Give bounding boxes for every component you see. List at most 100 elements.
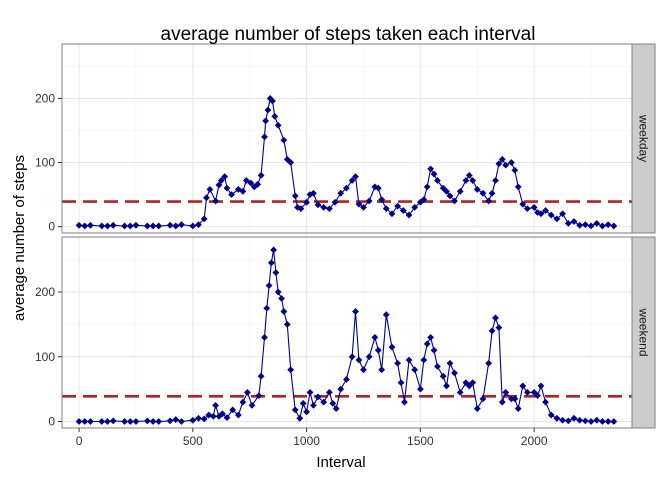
data-point-weekday [564, 219, 572, 227]
data-point-weekend [446, 359, 454, 367]
data-point-weekend [416, 385, 424, 393]
data-point-weekday [498, 155, 506, 163]
data-point-weekend [278, 295, 285, 302]
data-point-weekday [604, 221, 612, 229]
data-point-weekday [378, 196, 386, 204]
data-point-weekday [473, 186, 481, 193]
data-point-weekday [331, 198, 339, 206]
data-point-weekday [581, 221, 589, 229]
data-point-weekend [149, 418, 157, 425]
facet-strip-label: weekday [637, 114, 651, 162]
data-point-weekend [423, 340, 431, 348]
data-point-weekday [451, 197, 458, 205]
data-point-weekend [542, 398, 549, 406]
data-point-weekend [473, 405, 481, 412]
data-point-weekday [166, 221, 174, 229]
data-point-weekend [270, 246, 278, 254]
y-tick-label: 0 [48, 415, 55, 429]
data-point-weekend [593, 416, 601, 424]
x-tick-label: 1000 [293, 434, 320, 448]
data-point-weekday [469, 177, 477, 184]
data-point-weekend [219, 410, 226, 418]
data-point-weekday [514, 183, 522, 191]
data-point-weekday [132, 221, 140, 229]
data-point-weekday [81, 222, 89, 230]
data-point-weekend [104, 418, 111, 425]
data-point-weekday [314, 201, 322, 209]
data-point-weekend [570, 414, 578, 422]
data-point-weekday [537, 210, 545, 218]
data-point-weekend [511, 395, 519, 403]
data-point-weekday [465, 171, 473, 179]
data-point-weekend [306, 388, 314, 396]
data-point-weekday [126, 222, 134, 230]
data-point-weekday [576, 221, 584, 229]
data-point-weekend [374, 346, 382, 354]
data-point-weekend [200, 415, 208, 423]
x-axis-label: Interval [316, 454, 365, 471]
data-point-weekend [456, 388, 464, 396]
data-point-weekday [223, 184, 231, 192]
data-point-weekday [239, 187, 247, 195]
data-point-weekend [519, 382, 527, 390]
data-point-weekday [325, 205, 333, 213]
data-point-weekend [257, 372, 265, 380]
data-point-weekday [143, 222, 151, 230]
data-point-weekday [411, 203, 419, 211]
data-point-weekday [423, 183, 431, 191]
data-point-weekday [570, 218, 578, 225]
data-point-weekend [508, 395, 515, 403]
data-point-weekend [485, 359, 493, 367]
data-point-weekday [121, 222, 128, 230]
data-point-weekend [411, 366, 419, 374]
data-point-weekday [593, 219, 601, 227]
data-point-weekend [261, 333, 268, 341]
data-point-weekend [255, 392, 263, 400]
data-point-weekday [189, 222, 197, 230]
data-point-weekday [495, 160, 503, 168]
data-point-weekday [291, 192, 299, 200]
data-point-weekend [143, 417, 151, 425]
facet-strips: weekday weekend [631, 43, 656, 429]
data-point-weekday [98, 222, 106, 230]
data-point-weekend [81, 418, 89, 425]
data-point-weekday [254, 180, 262, 188]
data-point-weekend [443, 382, 450, 390]
data-point-weekday [203, 194, 210, 202]
data-point-weekend [310, 401, 317, 409]
data-point-weekday [212, 197, 219, 205]
data-point-weekday [228, 191, 235, 198]
data-point-weekend [212, 401, 219, 409]
series-points [75, 95, 618, 425]
data-point-weekend [239, 398, 247, 406]
data-point-weekend [434, 363, 441, 370]
data-point-weekday [320, 203, 328, 211]
data-point-weekday [348, 177, 356, 184]
data-point-weekday [420, 196, 428, 204]
data-point-weekday [269, 97, 276, 105]
data-point-weekend [502, 388, 510, 396]
data-point-weekend [451, 369, 458, 377]
data-point-weekday [87, 221, 94, 229]
data-point-weekday [485, 197, 493, 205]
data-point-weekend [155, 418, 163, 425]
data-point-weekend [189, 416, 197, 424]
data-point-weekday [488, 189, 496, 197]
data-point-weekend [291, 406, 299, 414]
data-point-weekday [519, 200, 527, 208]
data-point-weekday [462, 177, 470, 184]
data-point-weekday [104, 222, 111, 230]
data-point-weekday [283, 155, 291, 163]
data-point-weekend [98, 418, 106, 425]
data-point-weekday [274, 121, 282, 129]
data-point-weekend [265, 282, 273, 289]
data-point-weekday [430, 170, 438, 178]
data-point-weekday [446, 192, 454, 200]
data-point-weekday [530, 203, 538, 211]
facet-strip-label: weekend [637, 307, 651, 356]
data-point-weekend [343, 376, 350, 383]
x-tick-label: 2000 [521, 434, 548, 448]
data-point-weekend [178, 418, 185, 425]
